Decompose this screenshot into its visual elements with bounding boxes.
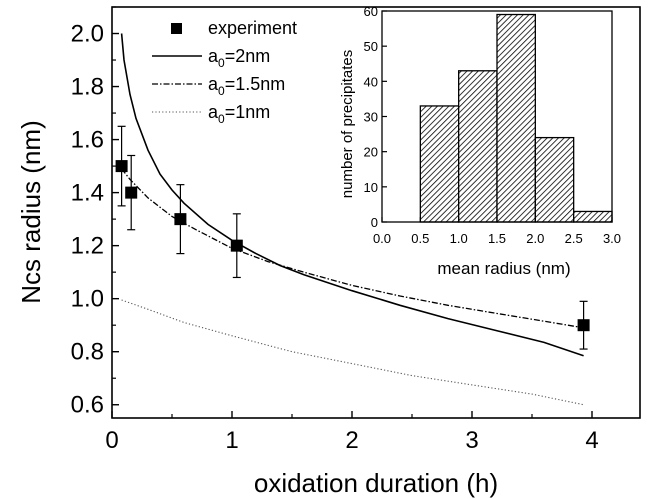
inset-x-tick-label: 1.5: [488, 231, 506, 246]
legend-label-a0-1-5nm-sub: 0: [218, 84, 225, 98]
inset-axis-ticks: 0.0 0.5 1.0 1.5 2.0 2.5 3.0 0 10 20 30 40 50 60: [364, 4, 622, 246]
legend-label-a0-1nm-sub: 0: [218, 112, 225, 126]
histogram-bar: [534, 136, 575, 223]
x-axis-title: oxidation duration (h): [254, 468, 498, 498]
inset-y-tick-label: 0: [371, 215, 378, 230]
x-tick-label: 1: [225, 427, 238, 454]
legend-label-a0-1-5nm: a0=1.5nm: [208, 74, 285, 98]
series-line-dotted: [121, 299, 584, 406]
y-tick-label: 1.0: [71, 286, 104, 313]
legend-label-a0-2nm-suffix: =2nm: [225, 46, 271, 66]
inset-y-tick-label: 60: [364, 4, 378, 19]
histogram-bar: [458, 70, 498, 223]
inset-y-tick-label: 50: [364, 39, 378, 54]
inset-bars: [419, 13, 613, 223]
inset-y-tick-label: 10: [364, 180, 378, 195]
inset-y-axis-title: number of precipitates: [339, 50, 356, 198]
legend-label-a0-1nm-prefix: a: [208, 102, 219, 122]
experiment-points: [115, 125, 590, 350]
inset-x-axis-title: mean radius (nm): [437, 259, 570, 278]
experiment-point: [115, 160, 128, 173]
legend-label-a0-1-5nm-prefix: a: [208, 74, 219, 94]
inset-y-tick-label: 20: [364, 145, 378, 160]
legend-label-a0-2nm: a0=2nm: [208, 46, 270, 70]
legend-label-a0-2nm-sub: 0: [218, 56, 225, 70]
inset-x-tick-label: 2.5: [565, 231, 583, 246]
legend-label-a0-1nm-suffix: =1nm: [225, 102, 271, 122]
inset-x-tick-label: 0.5: [411, 231, 429, 246]
y-axis-title: Ncs radius (nm): [16, 120, 46, 303]
legend-label-experiment: experiment: [208, 18, 297, 38]
y-tick-label: 1.8: [71, 74, 104, 101]
y-tick-label: 2.0: [71, 21, 104, 48]
y-tick-label: 0.8: [71, 339, 104, 366]
inset-x-tick-label: 0.0: [373, 231, 391, 246]
x-tick-label: 2: [345, 427, 358, 454]
inset-y-tick-label: 40: [364, 74, 378, 89]
experiment-point: [125, 186, 138, 199]
inset-y-tick-label: 30: [364, 110, 378, 125]
x-tick-label: 0: [105, 427, 118, 454]
inset-histogram: 0.0 0.5 1.0 1.5 2.0 2.5 3.0 0 10 20 30 40 50 60 mean …: [339, 4, 638, 278]
histogram-bar: [573, 210, 613, 223]
experiment-point: [174, 213, 187, 226]
legend: experiment a0=2nm a0=1.5nm a0=1nm: [152, 18, 297, 126]
x-tick-label: 4: [585, 427, 598, 454]
experiment-point: [230, 239, 243, 252]
legend-label-a0-1nm: a0=1nm: [208, 102, 270, 126]
histogram-bar: [496, 13, 536, 223]
main-plot-frame: [111, 6, 641, 419]
legend-marker-experiment: [171, 23, 182, 34]
experiment-point: [577, 319, 590, 332]
y-tick-label: 1.6: [71, 127, 104, 154]
legend-label-a0-1-5nm-suffix: =1.5nm: [225, 74, 286, 94]
inset-x-tick-label: 2.0: [526, 231, 544, 246]
y-tick-label: 1.2: [71, 233, 104, 260]
inset-x-tick-label: 1.0: [450, 231, 468, 246]
histogram-bar: [419, 105, 460, 223]
y-tick-label: 0.6: [71, 392, 104, 419]
series-line-solid: [120, 33, 584, 357]
inset-x-tick-label: 3.0: [603, 231, 621, 246]
x-tick-label: 3: [465, 427, 478, 454]
main-series-lines: [120, 33, 584, 406]
main-axis-ticks: 0 1 2 3 4 0.6 0.8 1.0 1.2 1.4 1.6 1.8 2.0: [71, 6, 599, 454]
y-tick-label: 1.4: [71, 180, 104, 207]
legend-label-a0-2nm-prefix: a: [208, 46, 219, 66]
